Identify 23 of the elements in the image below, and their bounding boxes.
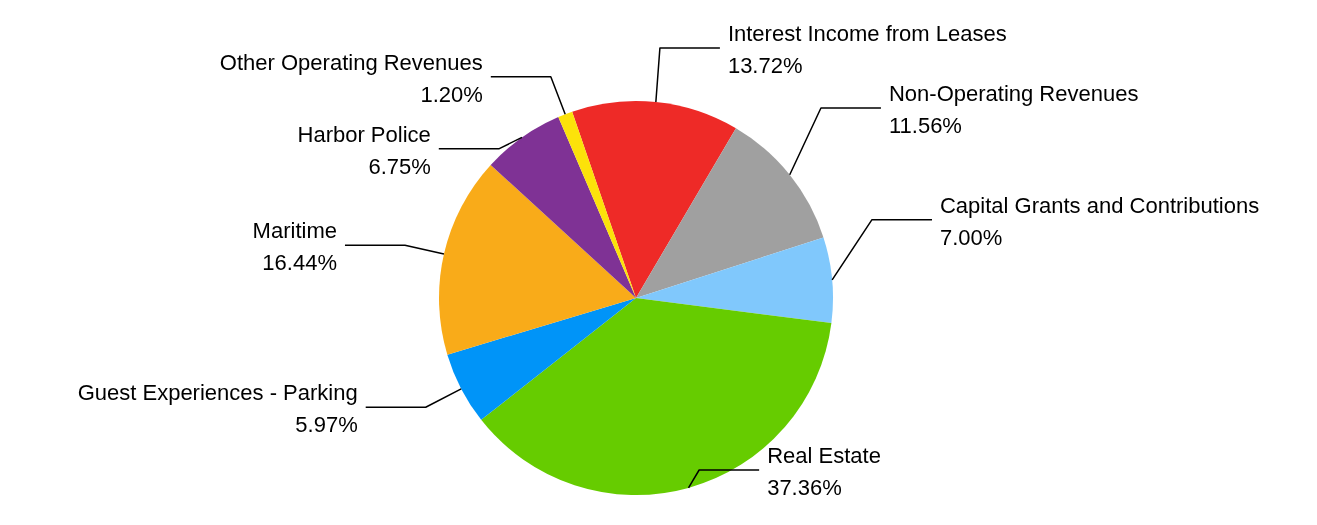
pie-slice bbox=[490, 116, 636, 298]
slice-label: Non-Operating Revenues bbox=[888, 81, 1139, 106]
slice-label: Interest Income from Leases bbox=[727, 21, 1007, 46]
slice-label: Guest Experiences - Parking bbox=[77, 380, 358, 406]
data-label: 7.00% bbox=[939, 224, 1003, 250]
data-label: 16.44% bbox=[262, 250, 337, 276]
slice-label: Other Operating Revenues bbox=[219, 49, 483, 75]
pie-slice bbox=[447, 298, 636, 420]
data-label: 5.97% bbox=[295, 412, 358, 438]
data-label: 6.75% bbox=[368, 153, 431, 179]
pie-slice bbox=[572, 101, 736, 298]
slice-label: Real Estate bbox=[767, 443, 881, 468]
data-label: 13.72% bbox=[727, 53, 803, 78]
data-label: 37.36% bbox=[767, 475, 842, 500]
slice-label: Maritime bbox=[252, 218, 337, 244]
data-label: 11.56% bbox=[888, 113, 962, 138]
pie-slice bbox=[558, 111, 636, 298]
slice-label: Capital Grants and Contributions bbox=[939, 192, 1260, 218]
pie-slice bbox=[439, 164, 636, 355]
data-label: 1.20% bbox=[420, 81, 483, 107]
pie-slice bbox=[636, 237, 833, 324]
pie-slice bbox=[636, 128, 824, 298]
slice-label: Harbor Police bbox=[297, 121, 431, 147]
